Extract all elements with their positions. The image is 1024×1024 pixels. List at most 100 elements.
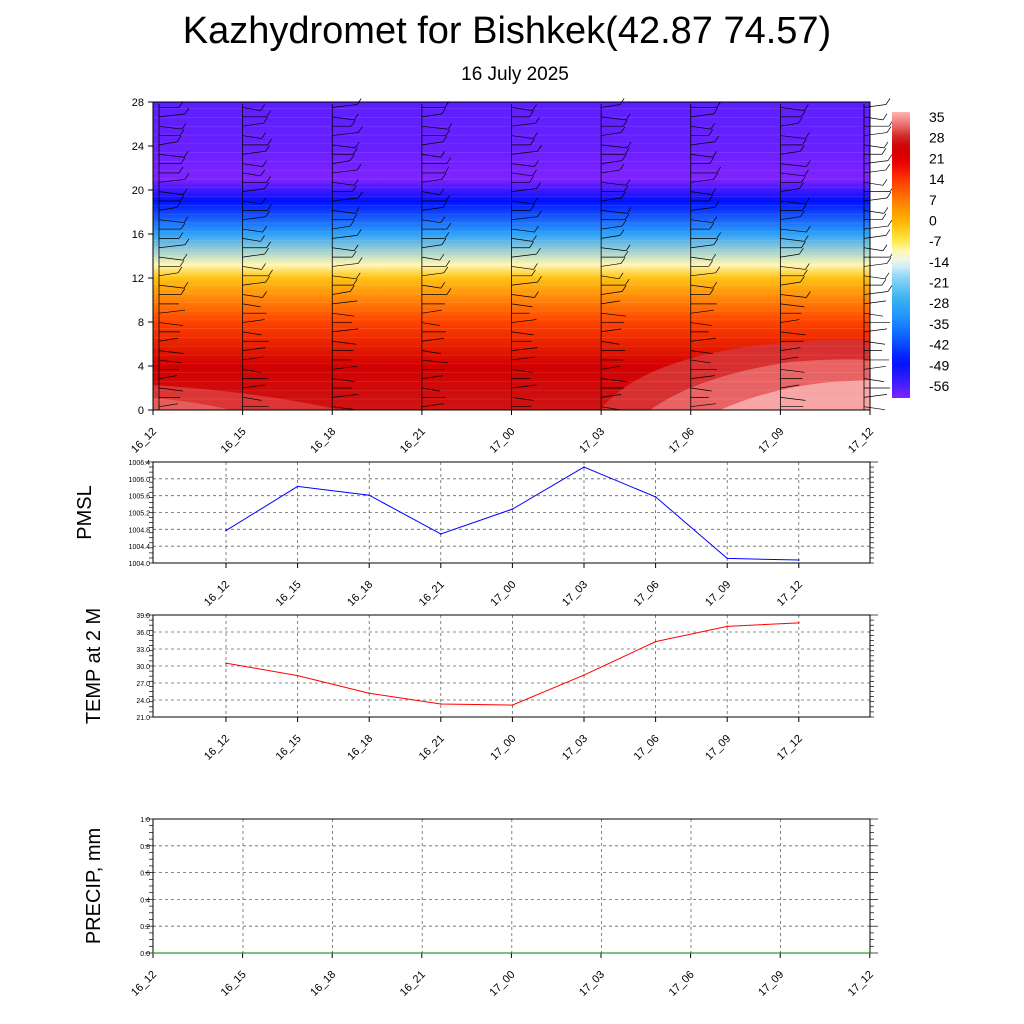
wind-barb bbox=[709, 222, 715, 230]
wind-barb bbox=[242, 216, 266, 221]
y-tick-label: 0.4 bbox=[140, 897, 150, 904]
x-tick-label: 16_15 bbox=[219, 969, 249, 999]
wind-barb bbox=[537, 145, 542, 152]
wind-barb bbox=[242, 135, 262, 139]
x-tick-label: 16_15 bbox=[219, 426, 249, 456]
wind-barb bbox=[713, 107, 719, 115]
wind-barb bbox=[158, 141, 178, 146]
x-tick-label: 16_12 bbox=[129, 426, 159, 456]
wind-barb bbox=[780, 216, 801, 221]
wind-barb bbox=[511, 107, 533, 111]
wind-barb bbox=[802, 204, 807, 211]
wind-barb bbox=[332, 144, 356, 149]
x-tick-label: 16_12 bbox=[129, 969, 159, 999]
y-tick-label: 0.0 bbox=[140, 951, 150, 958]
wind-barb bbox=[712, 151, 718, 158]
data-point bbox=[654, 640, 657, 643]
y-tick-label: 27.0 bbox=[136, 681, 150, 688]
wind-barb bbox=[242, 107, 261, 111]
wind-barb bbox=[421, 350, 441, 354]
wind-barb bbox=[601, 394, 622, 398]
x-tick-label: 16_21 bbox=[398, 969, 428, 999]
wind-barb bbox=[780, 384, 800, 389]
data-point bbox=[798, 622, 800, 624]
wind-barb bbox=[803, 269, 808, 276]
wind-barb bbox=[351, 185, 357, 192]
wind-barb bbox=[180, 157, 186, 164]
wind-barb bbox=[511, 200, 534, 205]
wind-barb bbox=[421, 191, 440, 195]
wind-barb bbox=[511, 281, 538, 286]
wind-barb bbox=[421, 141, 443, 146]
wind-barb bbox=[242, 200, 262, 205]
wind-barb bbox=[690, 141, 715, 146]
data-point bbox=[511, 704, 514, 706]
wind-barb bbox=[262, 225, 267, 233]
data-point bbox=[654, 496, 657, 498]
wind-barb bbox=[158, 272, 179, 277]
wind-barb bbox=[354, 207, 360, 214]
y-tick-label: 1.0 bbox=[140, 817, 150, 824]
colorbar: 35 28 21 14 7 0 -7 -14 -21 -28 -35 -42 -49 -56 bbox=[892, 109, 949, 398]
data-point bbox=[583, 466, 585, 468]
wind-barb bbox=[690, 178, 714, 183]
wind-barb bbox=[261, 197, 266, 205]
wind-barb bbox=[690, 375, 715, 379]
wind-barb bbox=[624, 278, 630, 286]
wind-barb bbox=[158, 375, 178, 379]
wind-barb bbox=[242, 384, 265, 389]
wind-barb bbox=[444, 166, 450, 174]
wind-barb bbox=[263, 117, 268, 124]
wind-barb bbox=[690, 272, 716, 277]
wind-barb bbox=[863, 394, 888, 398]
data-point bbox=[225, 662, 227, 664]
wind-barb bbox=[624, 213, 630, 220]
data-point bbox=[583, 674, 585, 676]
wind-barb bbox=[883, 207, 889, 214]
wind-barb bbox=[601, 263, 622, 267]
colorbar-label: 0 bbox=[929, 212, 937, 228]
wind-barb bbox=[863, 291, 889, 295]
wind-barb bbox=[863, 300, 887, 305]
wind-barb bbox=[690, 219, 713, 224]
wind-barb bbox=[533, 263, 538, 270]
wind-barb bbox=[421, 219, 441, 224]
x-tick-label: 16_18 bbox=[345, 579, 375, 609]
wind-barb bbox=[690, 350, 713, 354]
wind-barb bbox=[804, 104, 809, 111]
wind-barb bbox=[601, 181, 627, 186]
temp-2m-panel: 21.0 24.0 27.0 30.0 33.0 36.0 39.0 16_12 16_15 16… bbox=[83, 608, 878, 763]
wind-barb bbox=[421, 359, 448, 364]
wind-barb bbox=[445, 129, 451, 136]
wind-barb bbox=[421, 256, 440, 261]
wind-barb bbox=[265, 210, 270, 217]
wind-barb bbox=[357, 126, 363, 133]
wind-barb bbox=[353, 244, 359, 251]
x-tick-label: 17_00 bbox=[488, 426, 518, 456]
wind-barb bbox=[601, 291, 623, 295]
wind-barb bbox=[690, 113, 714, 118]
wind-barb bbox=[181, 123, 187, 130]
wind-barb bbox=[714, 201, 720, 208]
wind-barb bbox=[349, 285, 355, 292]
wind-barb bbox=[690, 207, 715, 211]
wind-barb bbox=[511, 319, 537, 323]
wind-barb bbox=[863, 235, 887, 239]
wind-barb bbox=[260, 104, 265, 111]
wind-barb bbox=[511, 368, 533, 373]
wind-barb bbox=[421, 207, 443, 211]
wind-barb bbox=[601, 328, 622, 333]
wind-barb bbox=[863, 132, 888, 136]
wind-barb bbox=[882, 244, 888, 251]
wind-barb bbox=[332, 181, 355, 186]
wind-barb bbox=[601, 235, 621, 239]
wind-barb bbox=[863, 181, 884, 186]
data-point bbox=[421, 952, 423, 954]
wind-barb bbox=[242, 356, 264, 361]
wind-barb bbox=[441, 107, 447, 115]
wind-barb bbox=[179, 194, 185, 202]
data-point bbox=[296, 485, 299, 488]
wind-barb bbox=[863, 247, 884, 252]
wind-barb bbox=[626, 141, 632, 149]
y-tick-label: 4 bbox=[138, 361, 144, 373]
